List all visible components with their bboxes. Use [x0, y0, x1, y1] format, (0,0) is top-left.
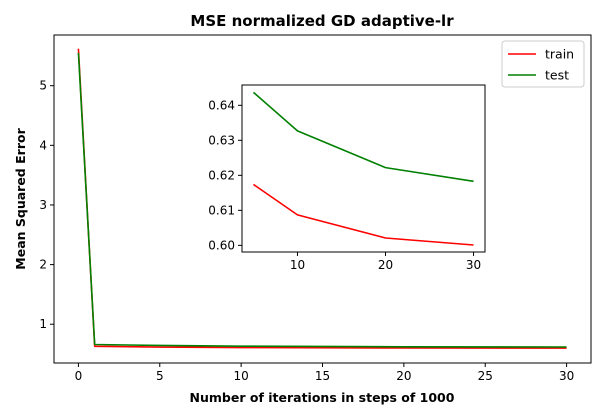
main-line-test: [77, 52, 567, 348]
legend-label-train: train: [545, 47, 574, 62]
main-x-tick-label-10: 10: [233, 369, 248, 383]
main-y-tick-label-2: 2: [39, 258, 47, 272]
inset-x-tick-label-30: 30: [466, 258, 481, 272]
main-x-tick-label-30: 30: [559, 369, 574, 383]
inset-line-test: [252, 91, 474, 183]
y-axis-title: Mean Squared Error: [13, 127, 28, 269]
main-x-tick-label-25: 25: [478, 369, 493, 383]
inset-y-tick-label-0.6: 0.60: [208, 238, 235, 252]
main-x-tick-label-15: 15: [315, 369, 330, 383]
main-x-tick-label-20: 20: [396, 369, 411, 383]
main-y-tick-label-3: 3: [39, 198, 47, 212]
main-x-tick-label-0: 0: [75, 369, 83, 383]
main-y-tick-label-4: 4: [39, 138, 47, 152]
inset-y-tick-label-0.63: 0.63: [208, 133, 235, 147]
main-y-tick-label-5: 5: [39, 79, 47, 93]
inset-background: [242, 85, 485, 252]
inset-line-train: [252, 183, 474, 246]
inset-x-tick-label-20: 20: [378, 258, 393, 272]
inset-plot-area: 10 20 30 0.60 0.61 0.62 0.63 0.64: [208, 84, 486, 272]
legend: train test: [501, 40, 585, 88]
inset-frame: [241, 84, 486, 253]
chart-title: MSE normalized GD adaptive-lr: [190, 12, 454, 30]
legend-label-test: test: [545, 68, 569, 83]
inset-y-tick-label-0.62: 0.62: [208, 168, 235, 182]
main-y-tick-label-1: 1: [39, 317, 47, 331]
inset-y-tick-label-0.61: 0.61: [208, 203, 235, 217]
inset-y-tick-label-0.64: 0.64: [208, 98, 235, 112]
x-axis-title: Number of iterations in steps of 1000: [190, 390, 455, 405]
inset-x-tick-label-10: 10: [290, 258, 305, 272]
main-x-tick-label-5: 5: [156, 369, 164, 383]
